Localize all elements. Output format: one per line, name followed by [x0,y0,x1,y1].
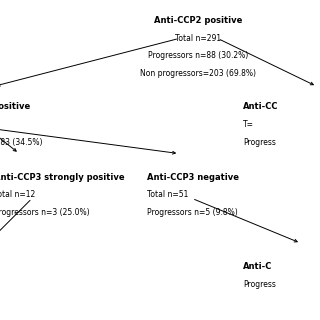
Text: Progress: Progress [243,138,276,147]
Text: Anti-CC: Anti-CC [243,102,279,111]
Text: Anti-CCP3 positive: Anti-CCP3 positive [0,102,31,111]
Text: Anti-CCP3 strongly positive: Anti-CCP3 strongly positive [0,173,124,182]
Text: Non progressors=203 (69.8%): Non progressors=203 (69.8%) [140,69,256,78]
Text: T=: T= [243,120,254,129]
Text: Progressors n=83 (34.5%): Progressors n=83 (34.5%) [0,138,43,147]
Text: Progress: Progress [243,280,276,289]
Text: Total n=51: Total n=51 [147,190,188,199]
Text: Progressors n=5 (9.8%): Progressors n=5 (9.8%) [147,208,238,217]
Text: Total n=12: Total n=12 [0,190,35,199]
Text: Anti-CCP2 positive: Anti-CCP2 positive [154,16,243,25]
Text: Progressors n=3 (25.0%): Progressors n=3 (25.0%) [0,208,89,217]
Text: Total n=291: Total n=291 [175,34,221,43]
Text: Progressors n=88 (30.2%): Progressors n=88 (30.2%) [148,51,249,60]
Text: Anti-C: Anti-C [243,262,273,271]
Text: Anti-CCP3 negative: Anti-CCP3 negative [147,173,239,182]
